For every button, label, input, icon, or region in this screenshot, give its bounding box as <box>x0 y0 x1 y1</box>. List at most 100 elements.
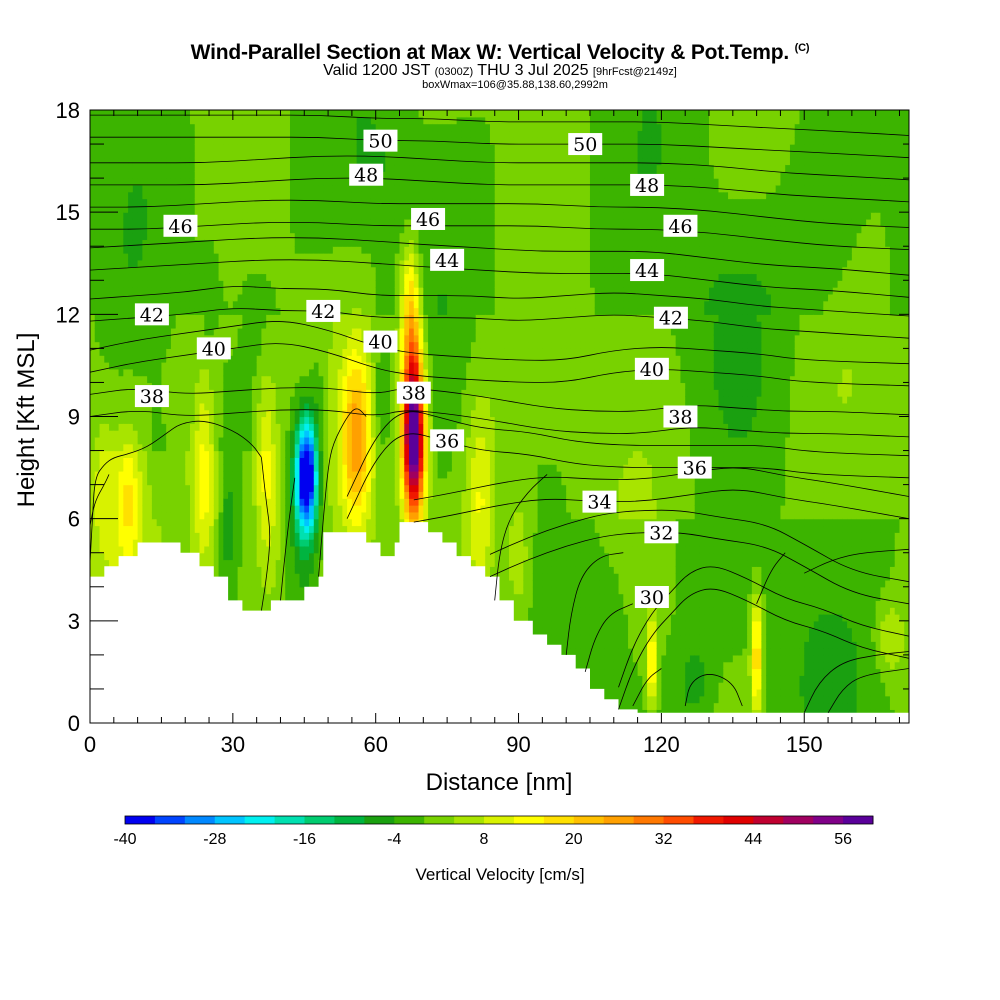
w-cell <box>242 443 248 452</box>
w-cell <box>223 327 229 336</box>
w-cell <box>118 205 124 213</box>
w-cell <box>261 116 267 125</box>
w-cell <box>166 293 172 302</box>
w-cell <box>261 191 267 200</box>
w-cell <box>318 157 324 166</box>
w-cell <box>128 334 134 343</box>
w-cell <box>228 246 234 254</box>
w-cell <box>270 545 277 554</box>
w-cell <box>270 144 277 152</box>
w-cell <box>113 144 120 152</box>
w-cell <box>289 239 296 247</box>
w-cell <box>180 273 186 281</box>
w-cell <box>251 464 258 472</box>
w-cell <box>156 171 163 179</box>
w-cell <box>318 232 324 241</box>
w-cell <box>247 246 253 254</box>
w-cell <box>242 396 248 404</box>
w-cell <box>156 505 163 513</box>
w-cell <box>332 191 339 200</box>
w-cell <box>251 396 258 404</box>
w-cell <box>175 287 182 295</box>
w-cell <box>99 498 105 506</box>
w-cell <box>285 266 291 275</box>
w-cell <box>323 157 329 166</box>
w-cell <box>242 375 248 384</box>
w-cell <box>347 396 353 404</box>
w-cell <box>104 416 110 424</box>
w-cell <box>113 545 120 554</box>
w-cell <box>156 511 163 520</box>
w-cell <box>94 266 101 275</box>
w-cell <box>204 253 210 261</box>
w-cell <box>99 293 105 302</box>
w-cell <box>242 116 248 125</box>
w-cell <box>199 218 205 227</box>
w-cell <box>266 593 272 601</box>
w-cell <box>328 123 334 132</box>
w-cell <box>147 164 153 172</box>
w-cell <box>309 470 315 479</box>
w-cell <box>337 130 343 138</box>
w-cell <box>94 212 101 220</box>
w-cell <box>332 436 339 445</box>
w-cell <box>280 593 286 601</box>
w-cell <box>256 191 263 200</box>
w-cell <box>90 171 96 179</box>
w-cell <box>232 225 239 234</box>
w-cell <box>289 477 296 486</box>
w-cell <box>328 430 334 438</box>
w-cell <box>223 239 229 247</box>
w-cell <box>275 246 282 254</box>
w-cell <box>161 184 167 193</box>
w-cell <box>318 396 324 404</box>
w-cell <box>194 368 201 377</box>
w-cell <box>213 123 220 132</box>
w-cell <box>247 300 253 309</box>
w-cell <box>337 110 343 118</box>
w-cell <box>251 375 258 384</box>
w-cell <box>289 307 296 315</box>
w-cell <box>151 362 158 370</box>
w-cell <box>189 382 196 390</box>
w-cell <box>285 280 291 288</box>
w-cell <box>132 457 139 465</box>
w-cell <box>289 505 296 513</box>
w-cell <box>180 402 186 411</box>
w-cell <box>256 518 263 527</box>
w-cell <box>328 116 334 125</box>
w-cell <box>113 116 120 125</box>
w-cell <box>199 287 205 295</box>
w-cell <box>309 273 315 281</box>
w-cell <box>237 362 243 370</box>
w-cell <box>90 491 96 499</box>
w-cell <box>280 307 286 315</box>
w-cell <box>285 293 291 302</box>
w-cell <box>323 443 329 452</box>
w-cell <box>118 368 124 377</box>
w-cell <box>118 287 124 295</box>
w-cell <box>94 355 101 363</box>
w-cell <box>270 266 277 275</box>
w-cell <box>156 443 163 452</box>
w-cell <box>166 137 172 145</box>
w-cell <box>180 137 186 145</box>
w-cell <box>266 130 272 138</box>
w-cell <box>313 273 320 281</box>
w-cell <box>313 423 320 431</box>
w-cell <box>147 443 153 452</box>
w-cell <box>328 348 334 356</box>
w-cell <box>142 375 148 384</box>
w-cell <box>142 184 148 193</box>
w-cell <box>328 287 334 295</box>
w-cell <box>251 355 258 363</box>
w-cell <box>247 430 253 438</box>
w-cell <box>156 409 163 418</box>
w-cell <box>242 600 248 608</box>
w-cell <box>199 436 205 445</box>
w-cell <box>194 321 201 329</box>
w-cell <box>304 389 310 397</box>
w-cell <box>151 137 158 145</box>
w-cell <box>137 450 143 458</box>
w-cell <box>99 375 105 384</box>
